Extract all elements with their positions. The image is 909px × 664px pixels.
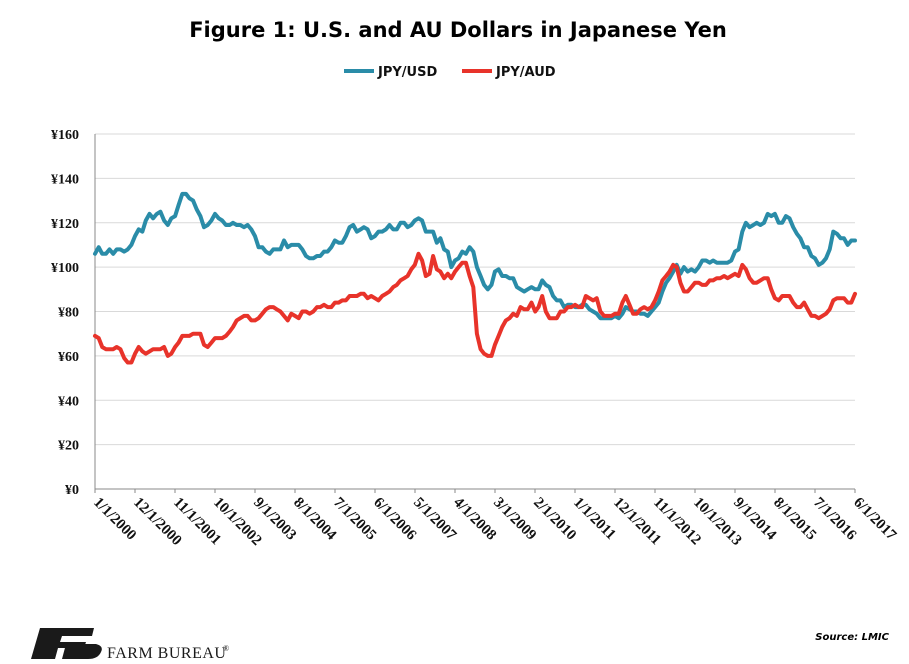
farm-bureau-logo-text: FARM BUREAU [107, 645, 226, 662]
farm-bureau-logo: FARM BUREAU ® [31, 628, 229, 662]
legend: JPY/USD JPY/AUD [344, 65, 556, 80]
y-tick-label: ¥80 [58, 306, 79, 321]
x-axis-ticks: 1/1/200012/1/200011/1/200110/1/20029/1/2… [90, 489, 900, 549]
x-tick-label: 5/1/2007 [410, 495, 459, 544]
x-tick-label: 6/1/2017 [850, 495, 899, 544]
x-tick-label: 6/1/2006 [370, 495, 419, 544]
y-tick-label: ¥160 [51, 128, 79, 143]
y-tick-label: ¥40 [58, 394, 79, 409]
series-line-jpy-aud [93, 251, 857, 365]
farm-bureau-logo-registered: ® [223, 644, 229, 653]
y-tick-label: ¥20 [58, 439, 79, 454]
x-tick-label: 8/1/2004 [290, 495, 339, 544]
y-tick-label: ¥100 [51, 261, 79, 276]
x-tick-label: 1/1/2011 [570, 495, 618, 543]
series-line-jpy-usd [93, 191, 857, 321]
x-tick-label: 7/1/2005 [330, 495, 379, 544]
y-tick-label: ¥120 [51, 217, 79, 232]
y-tick-label: ¥60 [58, 350, 79, 365]
x-tick-label: 7/1/2016 [810, 495, 859, 544]
farm-bureau-logo-mark [31, 628, 94, 659]
x-tick-label: 4/1/2008 [450, 495, 499, 544]
legend-label-jpy-aud: JPY/AUD [495, 65, 556, 80]
legend-label-jpy-usd: JPY/USD [377, 65, 437, 80]
x-tick-label: 1/1/2000 [90, 495, 139, 544]
x-tick-label: 3/1/2009 [490, 495, 539, 544]
farm-bureau-logo-mark-b [62, 644, 102, 659]
x-tick-label: 2/1/2010 [530, 495, 579, 544]
series-lines [93, 191, 857, 365]
y-tick-label: ¥140 [51, 172, 79, 187]
x-tick-label: 8/1/2015 [770, 495, 819, 544]
chart-title: Figure 1: U.S. and AU Dollars in Japanes… [189, 18, 727, 42]
y-tick-label: ¥0 [65, 483, 79, 498]
y-axis-ticks: ¥0 ¥20 ¥40 ¥60 ¥80 ¥100 ¥120 ¥140 ¥160 [51, 128, 79, 498]
source-note: Source: LMIC [815, 632, 889, 643]
